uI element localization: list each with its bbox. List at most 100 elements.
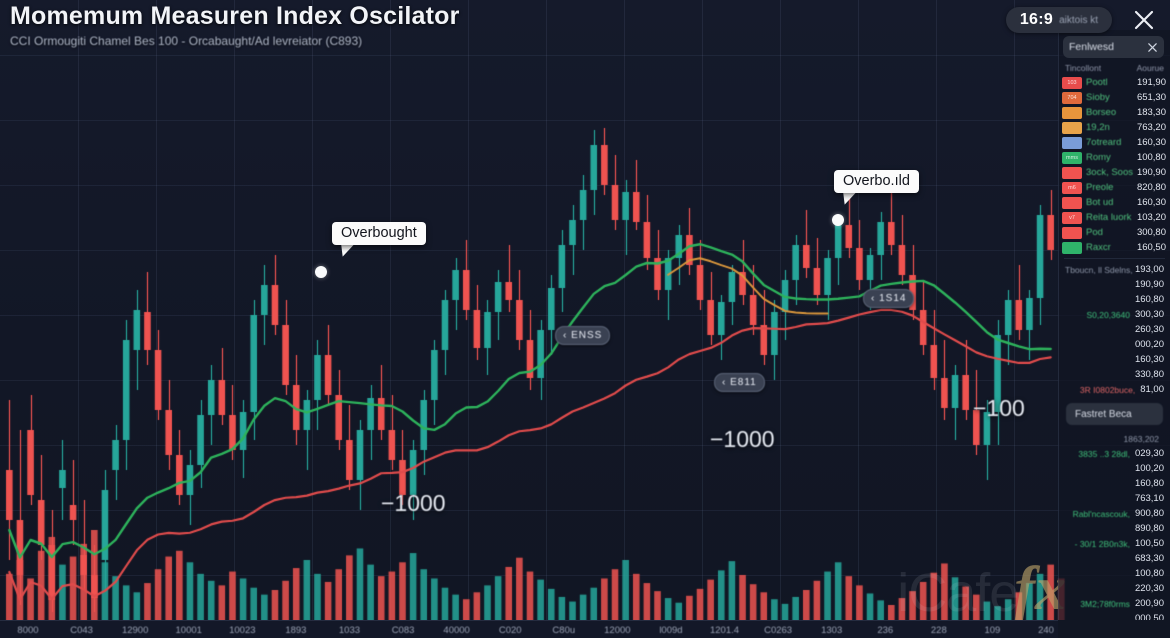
legend-row-label: Romy — [1086, 152, 1111, 163]
gridline-vertical — [780, 0, 781, 638]
x-axis-tick-label: 1893 — [285, 625, 307, 636]
legend-value-number: 160,80 — [1134, 478, 1164, 489]
gridline-vertical — [1014, 0, 1015, 638]
legend-value-label: Rabl'ncascouk, — [1072, 508, 1130, 519]
legend-value-label: 1863,202 — [1123, 433, 1159, 444]
x-axis-tick-label: C0263 — [764, 625, 793, 636]
legend-value-number: 000,50 — [1134, 613, 1164, 620]
legend-row-label: Pod — [1086, 227, 1103, 238]
x-axis-tick-label: 40000 — [443, 625, 470, 636]
legend-color-swatch — [1062, 166, 1082, 179]
legend-value-row: 190,90 — [1059, 277, 1170, 292]
legend-value-list: Tboucn, ll Sdelns, 193,00 190,90 160,80 S0,2… — [1059, 262, 1170, 397]
x-axis-tick-label: C083 — [391, 625, 415, 636]
level-label: −1000 — [381, 490, 446, 516]
legend-row[interactable]: 7otreard 160,30 — [1059, 135, 1170, 150]
gridline-horizontal — [0, 445, 1170, 446]
legend-row[interactable]: Borseo 183,30 — [1059, 105, 1170, 120]
legend-color-swatch — [1062, 196, 1082, 209]
legend-value-number: 890,80 — [1134, 523, 1164, 534]
legend-row-value: 190,90 — [1136, 167, 1166, 178]
legend-value-row: S0,20,3640 300,30 — [1059, 307, 1170, 322]
legend-color-swatch: mms — [1062, 151, 1082, 164]
legend-value-row: 160,30 — [1059, 352, 1170, 367]
aspect-ratio-note: aiktois kt — [1059, 14, 1098, 26]
legend-row-label: Bot ud — [1086, 197, 1114, 208]
legend-value-label: Tboucn, ll Sdelns, — [1065, 264, 1133, 275]
x-axis-tick-label: 10001 — [175, 625, 202, 636]
gridline-vertical — [702, 0, 703, 638]
legend-value-row: 260,30 — [1059, 322, 1170, 337]
legend-value-row: 3M2;78f0rms 200,90 — [1059, 596, 1170, 611]
legend-row[interactable]: 103 Pootl 191,90 — [1059, 75, 1170, 90]
overbought-tooltip[interactable]: Overbo.ıld — [834, 170, 919, 193]
legend-col-value: Aourue — [1136, 63, 1164, 73]
x-axis-tick-label: 1201.4 — [709, 625, 740, 636]
legend-col-name: Tincollont — [1065, 63, 1102, 73]
legend-row-value: 160,30 — [1136, 197, 1166, 208]
legend-value-number: 190,90 — [1134, 279, 1164, 290]
legend-value-number: 160,30 — [1134, 354, 1164, 365]
close-icon[interactable] — [1130, 6, 1158, 34]
price-badge[interactable]: ‹ E811 — [714, 373, 765, 392]
legend-row-value: 651,30 — [1136, 92, 1166, 103]
x-axis-tick-label: 12000 — [604, 625, 631, 636]
legend-row-value: 191,90 — [1136, 77, 1166, 88]
x-axis-tick-label: 1033 — [338, 625, 361, 636]
x-axis-tick-label: 236 — [877, 625, 894, 636]
gridline-horizontal — [0, 315, 1170, 316]
legend-row-label: Pootl — [1086, 77, 1108, 88]
legend-value-label: 3R I0802buce, — [1079, 384, 1136, 395]
annotation-marker-dot[interactable] — [315, 266, 327, 278]
price-badge[interactable]: ‹ 1S14 — [863, 289, 915, 308]
legend-row[interactable]: mms Romy 100,80 — [1059, 150, 1170, 165]
legend-row-value: 160,30 — [1136, 137, 1166, 148]
legend-row-list[interactable]: 103 Pootl 191,90 704 Sioby 651,30 Borseo 183,30… — [1059, 75, 1170, 255]
legend-value-number: 193,00 — [1134, 264, 1164, 275]
legend-value-row: 1863,202 — [1059, 431, 1170, 446]
legend-row[interactable]: Pod 300,80 — [1059, 225, 1170, 240]
legend-row[interactable]: v7 Reita luork 103,20 — [1059, 210, 1170, 225]
annotation-marker-dot[interactable] — [832, 214, 844, 226]
legend-row[interactable]: 19,2n 763,20 — [1059, 120, 1170, 135]
legend-panel[interactable]: Fenlwesd Tincollont Aourue 103 Pootl 191,9… — [1058, 30, 1170, 620]
legend-value-row: 000,50 — [1059, 611, 1170, 620]
overbought-tooltip[interactable]: Overbought — [332, 222, 426, 245]
legend-value-number: 100,50 — [1134, 538, 1164, 549]
x-axis-tick-label: 8000 — [17, 625, 39, 636]
gridline-vertical — [468, 0, 469, 638]
legend-row[interactable]: m6 Preole 820,80 — [1059, 180, 1170, 195]
legend-color-swatch — [1062, 226, 1082, 239]
legend-panel-title: Fenlwesd — [1069, 41, 1114, 53]
gridline-horizontal — [0, 55, 1170, 56]
legend-value-row: Tboucn, ll Sdelns, 193,00 — [1059, 262, 1170, 277]
legend-row[interactable]: Bot ud 160,30 — [1059, 195, 1170, 210]
x-axis-tick-label: C80u — [552, 625, 576, 636]
gridline-horizontal — [0, 120, 1170, 121]
reset-button[interactable]: Fastret Beca — [1066, 403, 1163, 425]
legend-row[interactable]: 704 Sioby 651,30 — [1059, 90, 1170, 105]
legend-row-value: 160,50 — [1136, 242, 1166, 253]
legend-value-row: 160,80 — [1059, 292, 1170, 307]
legend-row[interactable]: 3ock, Soos 190,90 — [1059, 165, 1170, 180]
legend-row-label: Sioby — [1086, 92, 1110, 103]
legend-row-value: 300,80 — [1136, 227, 1166, 238]
legend-row-label: Borseo — [1086, 107, 1117, 118]
legend-row[interactable]: Raxcr 160,50 — [1059, 240, 1170, 255]
aspect-ratio-badge[interactable]: 16:9 aiktois kt — [1005, 7, 1112, 33]
price-badge[interactable]: ‹ ENSS — [555, 326, 611, 345]
legend-value-number: 300,30 — [1134, 309, 1164, 320]
close-icon[interactable] — [1147, 42, 1158, 53]
legend-value-row: 763,10 — [1059, 491, 1170, 506]
legend-value-row: 683,30 — [1059, 551, 1170, 566]
legend-value-row: 100,80 — [1059, 566, 1170, 581]
legend-value-row: 000,20 — [1059, 337, 1170, 352]
legend-color-swatch: 103 — [1062, 76, 1082, 89]
legend-color-swatch — [1062, 136, 1082, 149]
legend-row-label: Reita luork — [1086, 212, 1132, 223]
gridline-vertical — [858, 0, 859, 638]
legend-value-row: 890,80 — [1059, 521, 1170, 536]
legend-row-label: Raxcr — [1086, 242, 1111, 253]
